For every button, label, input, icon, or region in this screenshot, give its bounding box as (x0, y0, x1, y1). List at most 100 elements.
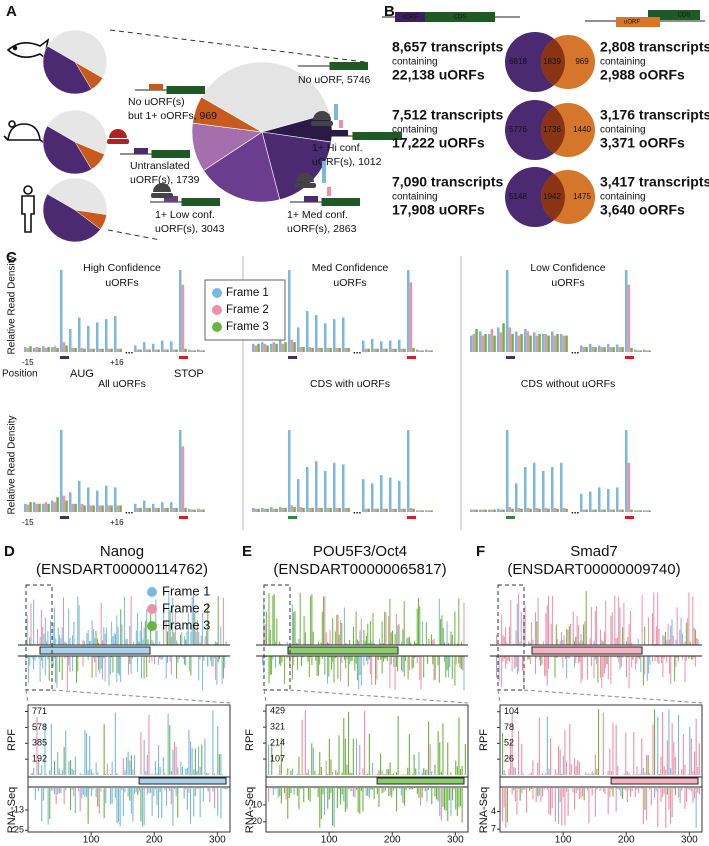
signal-texture (357, 788, 359, 813)
bar (481, 509, 485, 512)
signal-texture (91, 656, 93, 678)
bar (107, 348, 111, 352)
signal-texture (268, 656, 270, 684)
transcript-count: 7,512 transcripts (392, 107, 503, 123)
bar (412, 347, 415, 352)
signal-texture (566, 656, 568, 679)
signal-texture (226, 788, 228, 789)
bar (547, 335, 550, 352)
signal-texture (82, 788, 84, 796)
signal-texture (392, 630, 393, 645)
bar (376, 348, 379, 352)
signal-texture (377, 656, 379, 661)
signal-texture (586, 774, 588, 775)
bar (78, 480, 81, 512)
bar (154, 349, 158, 352)
signal-texture (50, 620, 51, 645)
bar (139, 507, 142, 512)
signal-texture (344, 738, 346, 775)
signal-texture (141, 621, 142, 645)
signal-texture (90, 788, 92, 796)
bar (609, 509, 613, 512)
signal-texture (92, 656, 94, 658)
signal-texture (320, 767, 322, 775)
pie-slice (42, 45, 92, 95)
bar (427, 350, 431, 352)
bar (306, 466, 309, 512)
signal-texture (442, 627, 444, 645)
signal-texture (108, 656, 110, 686)
signal-texture (167, 656, 168, 663)
signal-texture (684, 641, 686, 645)
signal-texture (575, 656, 577, 663)
signal-texture (193, 769, 195, 775)
bar (202, 509, 205, 512)
bar (612, 509, 615, 512)
signal-texture (508, 768, 510, 775)
bar (24, 347, 27, 352)
stop-marker (179, 516, 188, 519)
signal-texture (143, 627, 145, 645)
gene-diagram (151, 150, 190, 158)
signal-texture (423, 643, 425, 645)
signal-texture (353, 626, 354, 645)
signal-texture (127, 788, 129, 797)
bar (618, 347, 622, 352)
zoom-connector (51, 689, 231, 704)
signal-texture (538, 788, 540, 796)
signal-texture (49, 770, 51, 775)
gene-diagram (321, 198, 360, 206)
signal-texture (697, 788, 699, 793)
signal-texture (394, 656, 396, 690)
bar (538, 508, 541, 512)
signal-texture (169, 610, 171, 645)
signal-texture (575, 765, 577, 775)
signal-texture (384, 656, 386, 659)
signal-texture (324, 788, 326, 815)
bar (306, 311, 309, 352)
bar (161, 502, 164, 512)
signal-texture (170, 656, 172, 675)
signal-texture (649, 772, 651, 775)
start-marker (506, 516, 515, 519)
bar (621, 347, 624, 352)
signal-texture (111, 788, 113, 804)
y-tick-label: 214 (270, 738, 285, 748)
signal-texture (319, 751, 321, 775)
bar (502, 323, 505, 352)
bar (373, 348, 377, 352)
axis-label: Relative Read Density (7, 256, 18, 355)
axis-label: RPF (244, 729, 256, 751)
zoom-box (263, 584, 291, 691)
signal-texture (428, 638, 430, 645)
signal-texture (607, 656, 609, 680)
bar (80, 347, 84, 352)
panel-label: E (242, 543, 252, 560)
bar (364, 348, 368, 352)
signal-texture (57, 627, 59, 645)
ribosome-icon (107, 139, 129, 144)
transcript-count: containing (600, 192, 646, 203)
signal-texture (183, 656, 185, 665)
signal-texture (94, 638, 96, 645)
venn-count: 5148 (509, 192, 527, 201)
signal-texture (95, 788, 97, 798)
signal-texture (566, 788, 568, 792)
panel-label: B (384, 3, 395, 20)
signal-texture (72, 656, 74, 672)
signal-texture (298, 638, 300, 645)
signal-texture (76, 656, 77, 683)
signal-texture (354, 788, 356, 798)
signal-texture (117, 626, 119, 645)
bar (326, 347, 330, 352)
signal-texture (402, 788, 404, 804)
signal-texture (535, 612, 536, 645)
bar (427, 510, 431, 512)
signal-texture (431, 771, 433, 775)
signal-texture (64, 656, 66, 659)
signal-texture (617, 788, 619, 790)
signal-texture (319, 656, 321, 665)
diagram-tag: uORF (402, 15, 418, 21)
signal-texture (113, 633, 115, 645)
signal-texture (631, 656, 633, 668)
